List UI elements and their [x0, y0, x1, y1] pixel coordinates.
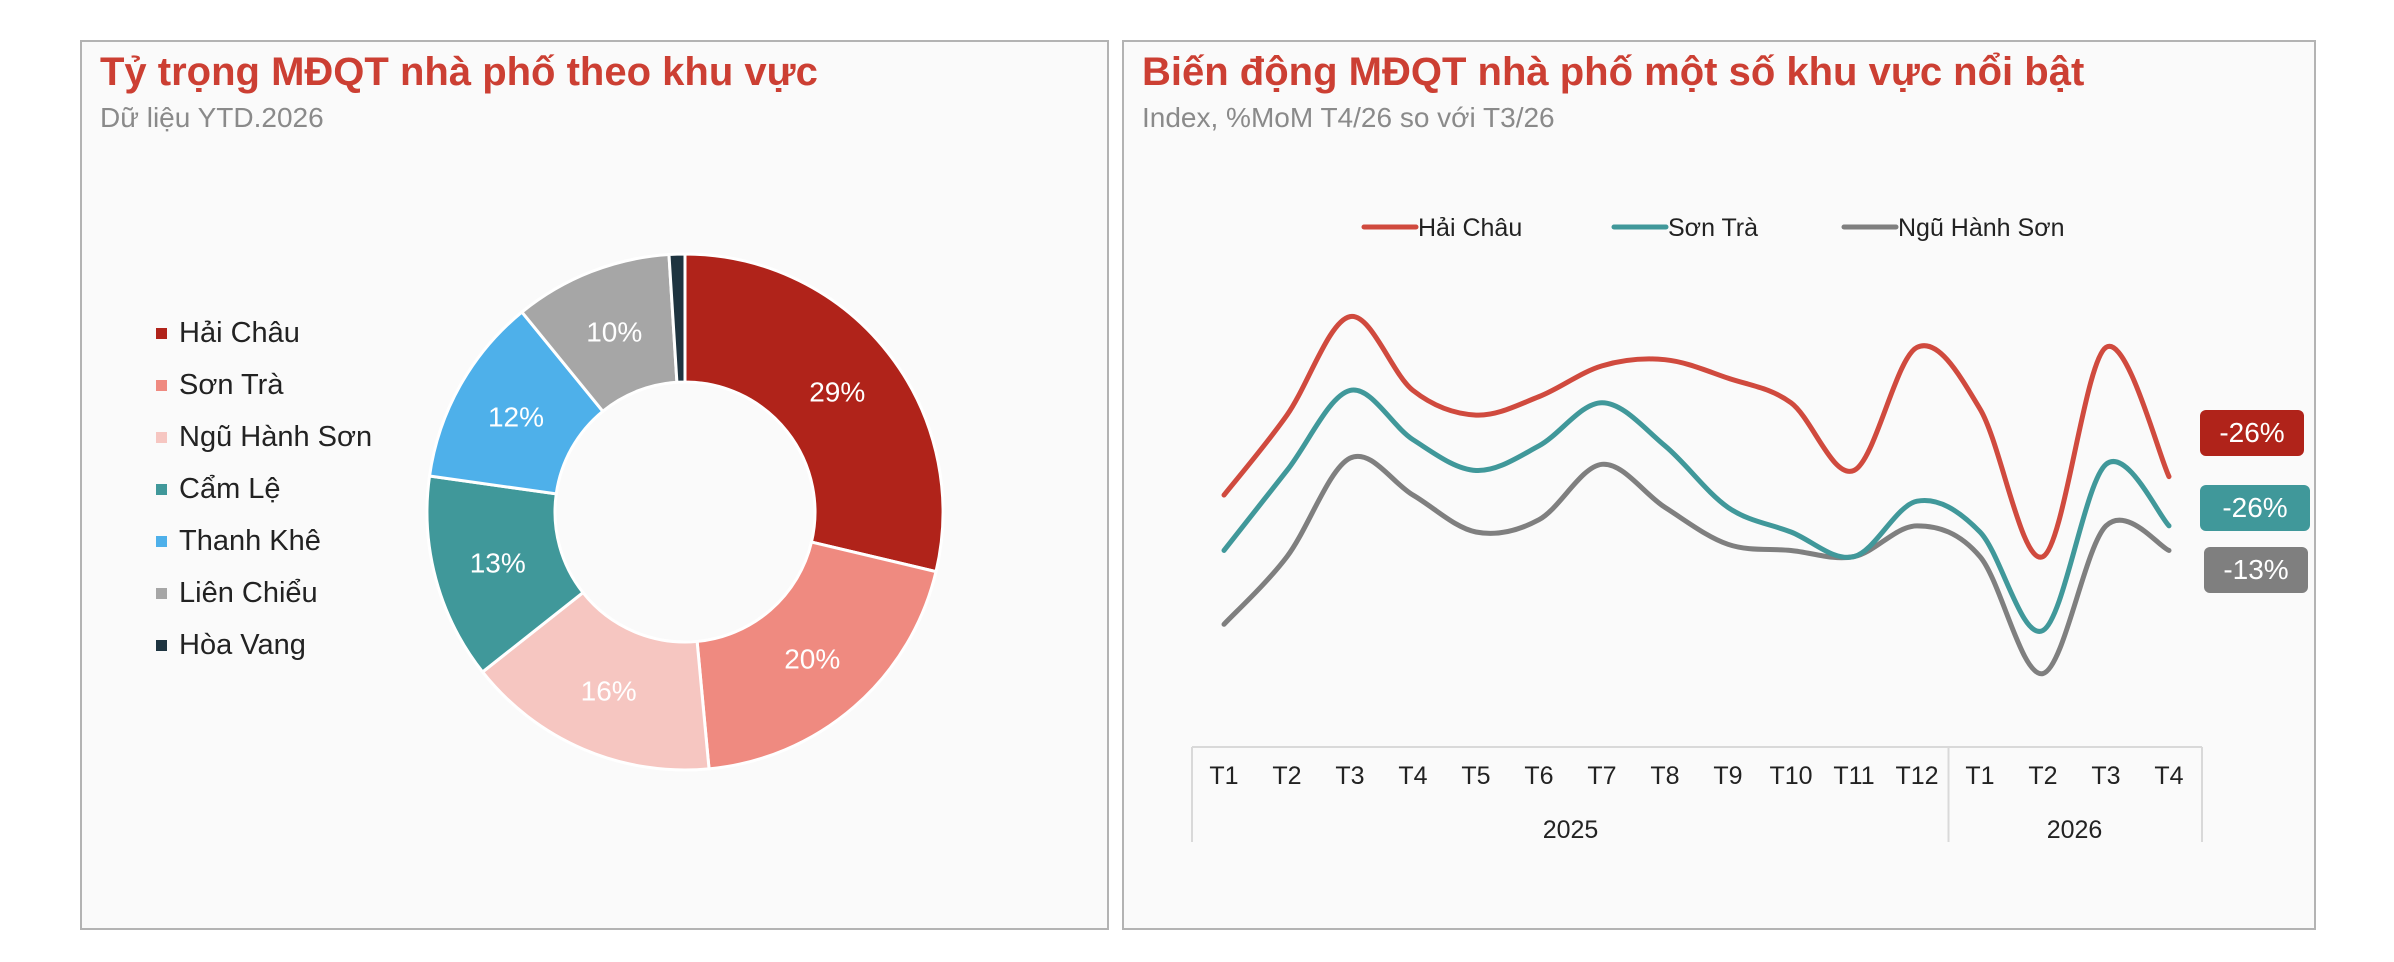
donut-data-label: 16%	[581, 675, 637, 706]
series-line-ngu-hanh-son	[1221, 453, 2172, 677]
end-value-badge-son-tra: -26%	[2200, 485, 2310, 531]
x-tick-label: T1	[1209, 762, 1238, 790]
legend-item-son-tra: Sơn Trà	[1611, 214, 1758, 242]
legend-label: Hải Châu	[1418, 214, 1522, 242]
x-tick-label: T6	[1524, 762, 1553, 790]
donut-data-label: 29%	[809, 377, 865, 408]
legend-item-thanh-khe: Thanh Khê	[156, 515, 372, 567]
legend-item-ngu-hanh-son: Ngũ Hành Sơn	[156, 411, 372, 463]
x-tick-label: T7	[1587, 762, 1616, 790]
x-tick-label: T4	[2154, 762, 2183, 790]
donut-data-label: 12%	[488, 402, 544, 433]
legend-swatch	[156, 535, 167, 547]
x-tick-label: T5	[1461, 762, 1490, 790]
x-tick-label: T2	[2028, 762, 2057, 790]
legend-label: Ngũ Hành Sơn	[179, 420, 373, 453]
series-line-son-tra	[1221, 387, 2172, 634]
series-line-hai-chau	[1221, 314, 2172, 560]
legend-item-hoa-vang: Hòa Vang	[156, 619, 372, 671]
legend-label: Ngũ Hành Sơn	[1898, 214, 2065, 242]
panel-subtitle: Index, %MoM T4/26 so với T3/26	[1142, 102, 1555, 133]
x-year-label: 2026	[2047, 816, 2103, 844]
legend-label: Sơn Trà	[1668, 214, 1758, 242]
legend-swatch	[156, 327, 167, 339]
legend-swatch	[156, 587, 167, 599]
legend-item-son-tra: Sơn Trà	[156, 359, 372, 411]
legend-item-hai-chau: Hải Châu	[156, 307, 372, 359]
legend-label: Liên Chiểu	[179, 576, 318, 609]
x-tick-label: T12	[1895, 762, 1938, 790]
donut-data-label: 20%	[784, 643, 840, 674]
panel-subtitle: Dữ liệu YTD.2026	[100, 102, 324, 133]
legend-item-lien-chieu: Liên Chiểu	[156, 567, 372, 619]
donut-slice-son-tra	[695, 540, 938, 771]
legend-item-cam-le: Cẩm Lệ	[156, 463, 372, 515]
legend-swatch	[156, 431, 167, 443]
end-value-badge-hai-chau: -26%	[2200, 410, 2304, 456]
donut-chart: 29% 20% 16% 13% 12% 10%	[425, 252, 945, 772]
x-tick-label: T3	[1335, 762, 1364, 790]
x-tick-label: T3	[2091, 762, 2120, 790]
trend-panel: Biến động MĐQT nhà phố một số khu vực nổ…	[1122, 40, 2316, 930]
panel-title: Biến động MĐQT nhà phố một số khu vực nổ…	[1142, 50, 2085, 94]
legend-label: Cẩm Lệ	[179, 472, 281, 505]
legend-label: Hải Châu	[179, 316, 300, 349]
donut-data-label: 10%	[586, 316, 642, 347]
legend-swatch	[156, 639, 167, 651]
donut-slice-hai-chau	[683, 252, 945, 574]
donut-legend: Hải Châu Sơn Trà Ngũ Hành Sơn Cẩm Lệ Thanh K…	[156, 307, 372, 671]
legend-label: Hòa Vang	[179, 628, 306, 661]
x-tick-label: T8	[1650, 762, 1679, 790]
end-value-badge-ngu-hanh-son: -13%	[2204, 547, 2308, 593]
x-tick-label: T2	[1272, 762, 1301, 790]
panel-title: Tỷ trọng MĐQT nhà phố theo khu vực	[100, 50, 818, 94]
x-tick-label: T4	[1398, 762, 1427, 790]
line-chart: Hải Châu Sơn Trà Ngũ Hành Sơn 2025 2026 T1 T2 T…	[1191, 214, 2203, 844]
x-tick-label: T10	[1769, 762, 1812, 790]
legend-item-ngu-hanh-son: Ngũ Hành Sơn	[1841, 214, 2065, 242]
legend-item-hai-chau: Hải Châu	[1361, 214, 1522, 242]
x-tick-label: T11	[1833, 762, 1874, 790]
legend-label: Sơn Trà	[179, 368, 284, 401]
x-tick-label: T1	[1965, 762, 1994, 790]
donut-slice-ngu-hanh-son	[480, 590, 711, 772]
donut-data-label: 13%	[470, 548, 526, 579]
donut-slice-hoa-vang	[667, 252, 687, 384]
share-by-district-panel: Tỷ trọng MĐQT nhà phố theo khu vực Dữ li…	[80, 40, 1109, 930]
legend-label: Thanh Khê	[179, 524, 321, 557]
legend-swatch	[156, 483, 167, 495]
x-tick-label: T9	[1713, 762, 1742, 790]
x-year-label: 2025	[1543, 816, 1599, 844]
legend-swatch	[156, 379, 167, 391]
